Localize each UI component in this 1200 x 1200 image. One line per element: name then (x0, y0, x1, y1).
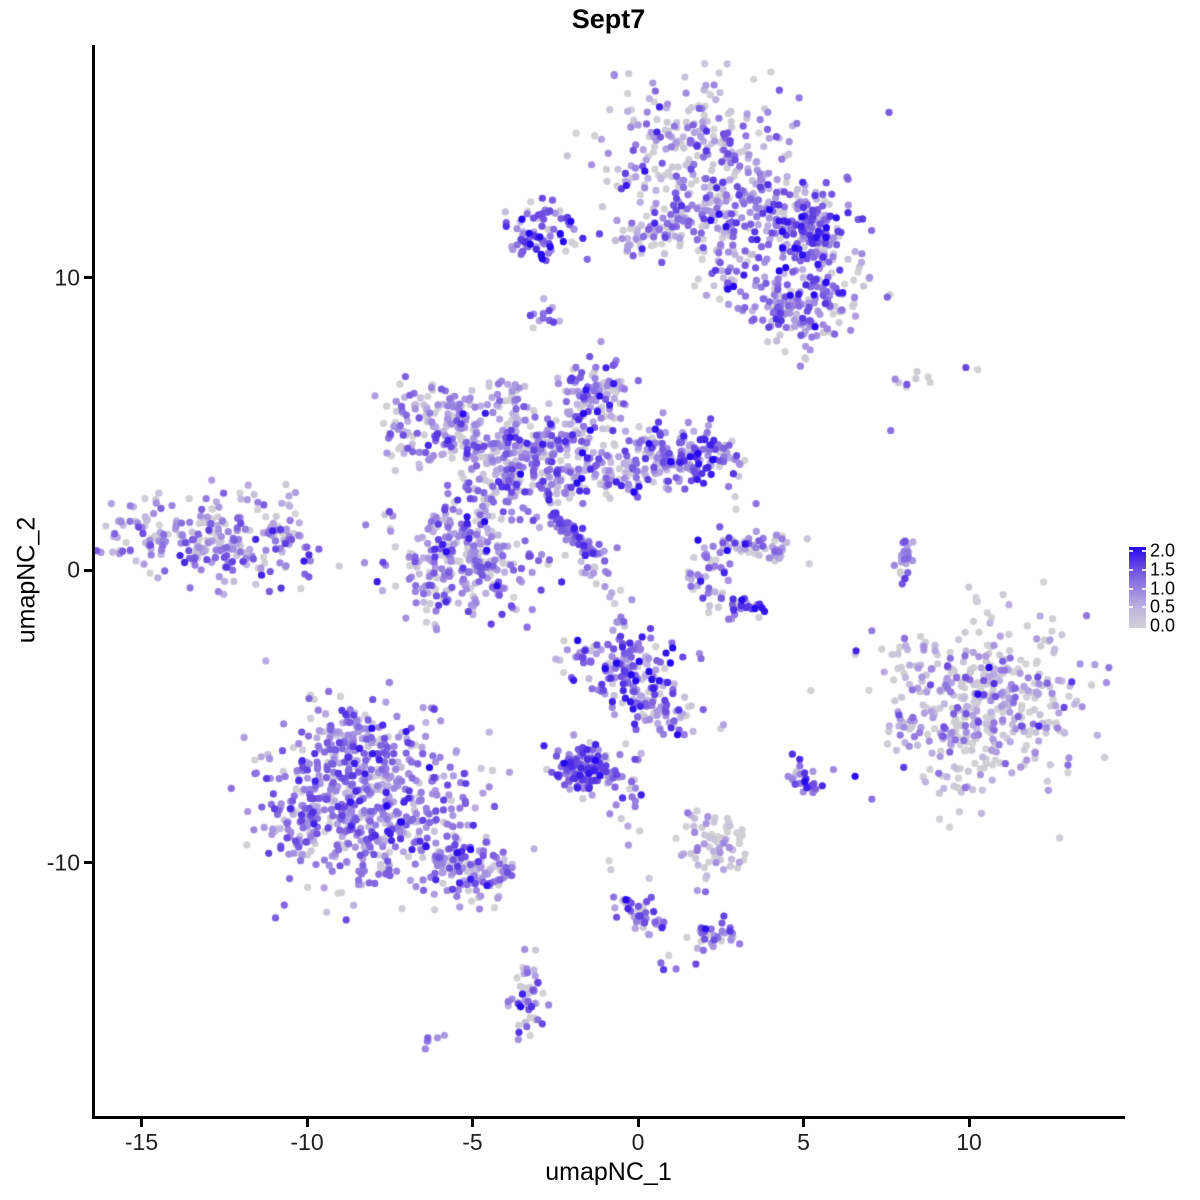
legend-tick-label: 1.5 (1150, 559, 1176, 580)
y-tick-label: -10 (46, 849, 80, 875)
x-axis-title: umapNC_1 (545, 1158, 672, 1186)
x-tick (140, 1119, 143, 1127)
legend-bar-tick (1142, 606, 1146, 609)
x-tick-label: 10 (956, 1129, 982, 1155)
x-tick-label: -5 (462, 1129, 483, 1155)
y-tick (84, 276, 92, 279)
x-tick (802, 1119, 805, 1127)
y-tick-label: 10 (54, 264, 80, 290)
legend-tick-label: 0.0 (1150, 615, 1176, 636)
legend-bar-tick (1129, 587, 1133, 590)
legend-tick-label: 0.5 (1150, 596, 1176, 617)
legend-bar-tick (1129, 606, 1133, 609)
x-tick (471, 1119, 474, 1127)
x-tick-label: -15 (124, 1129, 159, 1155)
x-tick (636, 1119, 640, 1127)
plot-title: Sept7 (571, 4, 646, 34)
x-tick-label: 0 (631, 1129, 645, 1155)
y-tick (84, 861, 92, 864)
x-tick (305, 1119, 309, 1127)
legend-bar-tick (1142, 587, 1146, 590)
legend-bar-tick (1142, 550, 1146, 552)
legend-tick-label: 2.0 (1150, 540, 1176, 561)
y-tick-label: 0 (67, 556, 80, 583)
legend-tick-label: 1.0 (1150, 578, 1176, 598)
legend-gradient-bar (1129, 547, 1146, 628)
legend-bar-tick (1142, 568, 1146, 571)
scatter-points-canvas (95, 45, 1125, 1116)
x-tick-label: -10 (290, 1129, 324, 1155)
x-tick-label: 5 (797, 1129, 810, 1155)
legend-bar-tick (1129, 550, 1133, 552)
y-tick (84, 568, 92, 572)
legend-bar-tick (1129, 568, 1133, 571)
plot-panel (92, 45, 1125, 1119)
y-axis-title: umapNC_2 (12, 516, 41, 644)
x-tick (967, 1119, 971, 1127)
